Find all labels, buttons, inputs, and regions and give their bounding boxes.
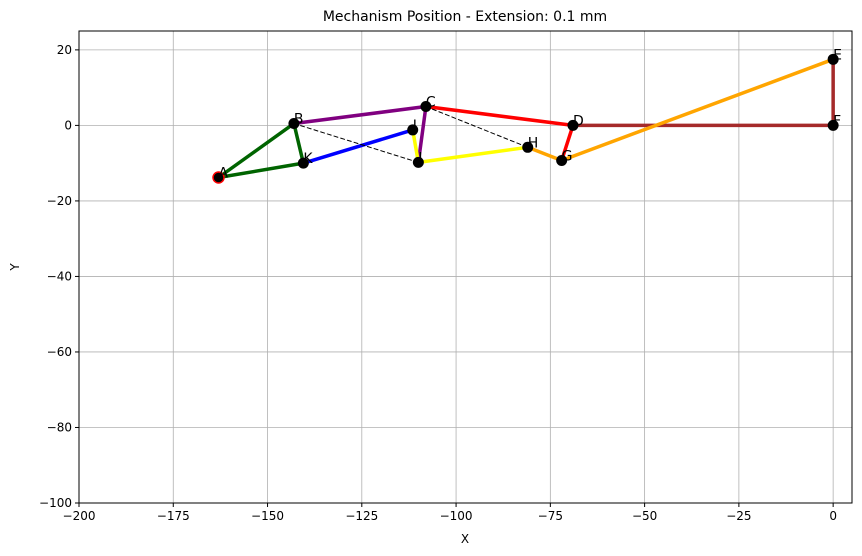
x-tick-label: −175 bbox=[157, 509, 190, 523]
y-tick-label: −60 bbox=[47, 345, 72, 359]
point-label-b: B bbox=[294, 112, 304, 128]
point-label-k: K bbox=[303, 151, 313, 167]
points bbox=[212, 53, 839, 184]
chart-title: Mechanism Position - Extension: 0.1 mm bbox=[323, 9, 607, 25]
link-h-i bbox=[416, 145, 530, 165]
point-label-j: J bbox=[412, 118, 417, 134]
y-tick-label: 0 bbox=[64, 118, 72, 132]
plot-frame bbox=[78, 30, 853, 504]
point-label-c: C bbox=[426, 95, 436, 111]
point-b bbox=[288, 118, 300, 130]
y-tick-label: −80 bbox=[47, 420, 72, 434]
point-label-f: F bbox=[833, 113, 841, 129]
link-j-k bbox=[301, 128, 415, 165]
y-tick-label: −100 bbox=[39, 496, 72, 510]
point-i bbox=[412, 156, 424, 168]
x-tick-label: 0 bbox=[829, 509, 837, 523]
point-k bbox=[297, 157, 309, 169]
point-label-i: I bbox=[418, 150, 422, 166]
link-g-h bbox=[525, 145, 564, 163]
point-d bbox=[567, 119, 579, 131]
point-label-d: D bbox=[573, 113, 584, 129]
link-b-c bbox=[292, 104, 428, 126]
link-a-k bbox=[216, 161, 306, 180]
x-tick-label: −150 bbox=[251, 509, 284, 523]
link-c-d bbox=[424, 104, 575, 128]
point-h bbox=[522, 141, 534, 153]
link-c-i bbox=[416, 104, 428, 165]
y-tick-label: −20 bbox=[47, 194, 72, 208]
x-tick-label: −75 bbox=[538, 509, 563, 523]
link-e-g bbox=[559, 57, 835, 163]
x-tick-label: −200 bbox=[63, 509, 96, 523]
link-d-g bbox=[559, 123, 575, 163]
point-label-e: E bbox=[833, 47, 842, 63]
y-axis-label: Y bbox=[8, 263, 22, 272]
point-labels: A B C D E F G H IJ K bbox=[219, 47, 842, 181]
point-f bbox=[827, 119, 839, 131]
point-g bbox=[556, 155, 568, 167]
y-tick-label: 20 bbox=[57, 43, 72, 57]
point-a bbox=[212, 171, 225, 184]
link-a-b bbox=[216, 121, 296, 180]
x-tick-label: −50 bbox=[632, 509, 657, 523]
point-j bbox=[407, 124, 419, 136]
point-e bbox=[827, 53, 839, 65]
x-axis-label: X bbox=[461, 532, 469, 546]
ticks: −200 −175 −150 −125 −100 −75 −50 −25 0−100−80−60… bbox=[39, 43, 837, 523]
link-c-h bbox=[425, 106, 529, 148]
x-tick-label: −100 bbox=[440, 509, 473, 523]
y-tick-label: −40 bbox=[47, 269, 72, 283]
point-label-h: H bbox=[528, 135, 539, 151]
link-b-k bbox=[292, 121, 306, 165]
link-b-i bbox=[293, 123, 419, 163]
x-tick-label: −25 bbox=[726, 509, 751, 523]
point-label-g: G bbox=[562, 149, 573, 165]
grid bbox=[78, 31, 852, 504]
point-c bbox=[420, 101, 432, 113]
point-label-a: A bbox=[219, 166, 229, 182]
x-tick-label: −125 bbox=[345, 509, 378, 523]
